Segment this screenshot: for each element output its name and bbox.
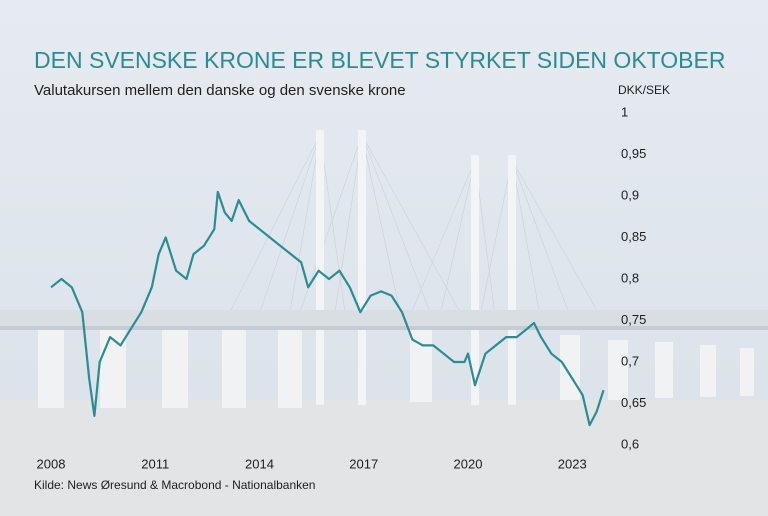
y-tick-label: 0,6	[621, 436, 639, 451]
y-tick-label: 0,85	[621, 229, 646, 244]
data-line	[50, 190, 605, 427]
x-tick-label: 2020	[454, 456, 483, 471]
y-tick-label: 0,65	[621, 395, 646, 410]
y-tick-label: 0,7	[621, 353, 639, 368]
x-tick-label: 2011	[141, 456, 169, 471]
x-tick-label: 2023	[558, 456, 587, 471]
chart-subtitle: Valutakursen mellem den danske og den sv…	[34, 82, 406, 99]
y-tick-label: 1	[621, 104, 628, 119]
chart-title: DEN SVENSKE KRONE ER BLEVET STYRKET SIDE…	[34, 47, 725, 73]
x-tick-label: 2008	[37, 456, 66, 471]
y-tick-label: 0,95	[621, 146, 646, 161]
y-tick-label: 0,9	[621, 187, 639, 202]
y-tick-label: 0,8	[621, 270, 639, 285]
x-tick-label: 2014	[245, 456, 274, 471]
x-tick-label: 2017	[349, 456, 378, 471]
y-tick-label: 0,75	[621, 312, 646, 327]
y-axis-label: DKK/SEK	[618, 83, 670, 97]
source: Kilde: News Øresund & Macrobond - Nation…	[34, 478, 315, 492]
